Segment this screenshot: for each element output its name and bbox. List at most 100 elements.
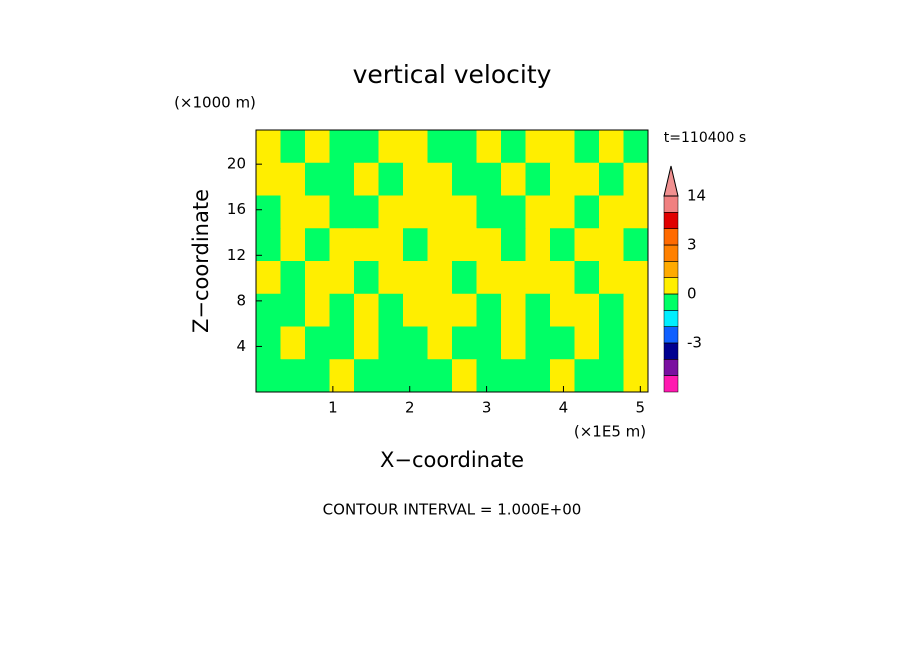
colorbar-band [663,195,679,213]
contour-cell [256,359,281,393]
contour-cell [452,293,477,327]
colorbar-band [663,293,679,311]
colorbar-band [663,310,679,327]
y-tick-label: 12 [227,246,246,264]
contour-cell [354,293,379,327]
x-tick-label: 2 [405,399,415,417]
contour-cell [403,195,428,229]
contour-cell [256,162,281,196]
contour-cell [280,293,306,327]
contour-cell [280,130,306,164]
contour-cell [599,195,624,229]
contour-cell [623,261,649,295]
contour-cell [305,326,330,360]
contour-cell [574,228,600,262]
contour-cell [354,130,379,164]
contour-cell [329,228,355,262]
contour-cell [501,261,526,295]
contour-cell [476,228,502,262]
contour-cell [354,195,379,229]
contour-cell [280,359,306,393]
contour-cell [427,162,453,196]
contour-cell [280,162,306,196]
contour-cell [354,261,379,295]
colorbar-band [663,326,679,344]
contour-cell [452,195,477,229]
contour-cell [525,359,551,393]
contour-cell [378,293,404,327]
contour-cell [427,293,453,327]
contour-cell [305,130,330,164]
contour-cell [403,162,428,196]
contour-cell [305,162,330,196]
footer: CONTOUR INTERVAL = 1.000E+00 [323,501,582,519]
contour-cell [525,293,551,327]
x-tick-label: 4 [559,399,569,417]
contour-cell [599,326,624,360]
contour-cell [452,228,477,262]
contour-cell [280,326,306,360]
contour-cell [280,261,306,295]
contour-cell [476,261,502,295]
contour-cell [305,293,330,327]
contour-cell [550,293,575,327]
time-label: t=110400 s [664,130,746,146]
contour-cell [256,261,281,295]
contour-cell [501,195,526,229]
contour-cell [427,359,453,393]
x-axis-label: X−coordinate [380,448,524,472]
contour-cell [427,195,453,229]
contour-cell [256,326,281,360]
contour-cell [623,293,649,327]
contour-cell [574,162,600,196]
contour-cell [354,228,379,262]
contour-cell [452,326,477,360]
contour-cell [525,162,551,196]
contour-cell [550,130,575,164]
contour-cell [403,326,428,360]
colorbar-band [663,212,679,229]
contour-cell [280,228,306,262]
contour-cell [329,261,355,295]
contour-cell [525,261,551,295]
contour-cell [599,228,624,262]
contour-cell [599,162,624,196]
contour-cell [354,326,379,360]
contour-cell [574,195,600,229]
contour-cell [378,162,404,196]
contour-cell [623,195,649,229]
contour-cell [525,130,551,164]
contour-cell [476,162,502,196]
contour-cell [574,130,600,164]
colorbar-band [663,342,679,360]
y-axis-label: Z−coordinate [189,189,213,333]
contour-cell [550,326,575,360]
contour-cell [623,162,649,196]
colorbar-band [663,261,679,278]
contour-cell [501,326,526,360]
contour-cell [256,293,281,327]
y-tick-label: 8 [236,291,246,309]
colorbar-band [663,359,679,376]
contour-cell [256,130,281,164]
contour-cell [427,261,453,295]
contour-cell [403,293,428,327]
contour-cell [305,261,330,295]
colorbar-band [663,277,679,295]
x-unit: (×1E5 m) [574,423,646,441]
contour-cell [378,359,404,393]
colorbar-tick-label: 3 [687,236,697,254]
y-tick-label: 16 [227,200,246,218]
contour-cell [329,293,355,327]
contour-cell [623,130,649,164]
contour-cell [599,261,624,295]
y-tick-label: 20 [227,155,246,173]
contour-cell [476,195,502,229]
contour-cell [378,261,404,295]
contour-cell [501,130,526,164]
contour-cell [305,359,330,393]
x-tick-label: 3 [482,399,492,417]
contour-cell [525,326,551,360]
